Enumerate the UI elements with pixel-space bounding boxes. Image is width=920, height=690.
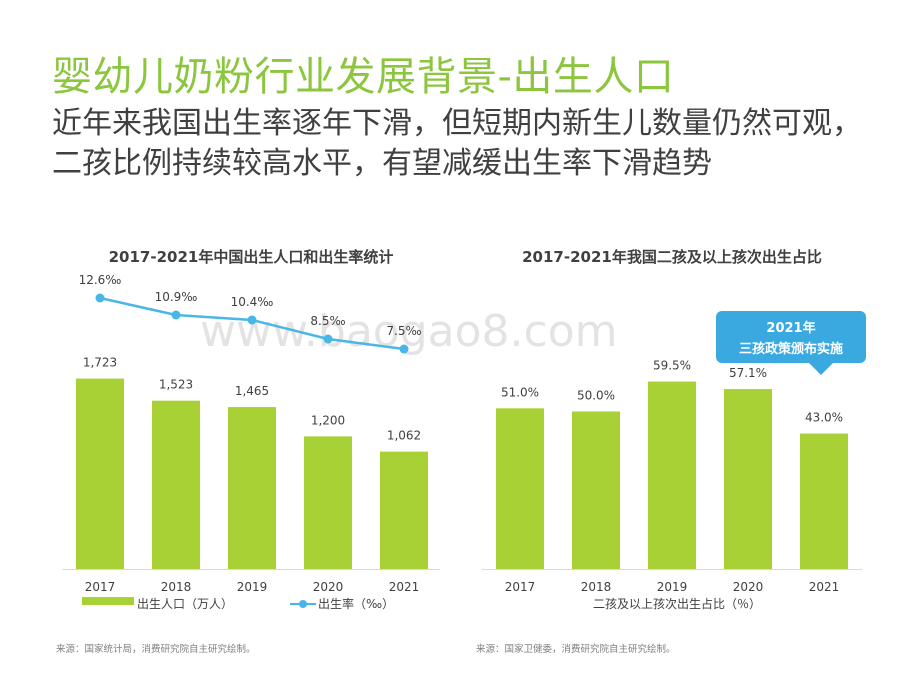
chart1-year-tick: 2020	[313, 580, 344, 594]
chart2-year-tick: 2017	[505, 580, 536, 594]
second-child-share-bar	[648, 381, 696, 569]
chart2-title: 2017-2021年我国二孩及以上孩次出生占比	[522, 248, 822, 266]
chart1-source: 来源：国家统计局，消费研究院自主研究绘制。	[56, 643, 256, 655]
chart-second-child-share: 2017-2021年我国二孩及以上孩次出生占比 51.0% 50.0% 59.5% 5…	[476, 248, 866, 655]
birth-rate-point	[399, 344, 409, 354]
second-child-share-label: 59.5%	[653, 359, 691, 373]
legend-line-label: 出生率（‰）	[318, 596, 394, 611]
chart2-year-tick: 2018	[581, 580, 612, 594]
second-child-share-label: 57.1%	[729, 366, 767, 380]
birth-population-label: 1,062	[387, 429, 421, 443]
page-subtitle-line-2: 二孩比例持续较高水平，有望减缓出生率下滑趋势	[52, 146, 712, 181]
callout-line-2: 三孩政策颁布实施	[739, 341, 843, 357]
birth-population-bar	[152, 400, 200, 569]
callout-pointer	[808, 362, 834, 375]
legend-bar-swatch	[82, 597, 134, 605]
birth-population-bar	[380, 451, 428, 569]
birth-population-bar	[228, 407, 276, 569]
second-child-share-bar	[724, 389, 772, 569]
birth-population-label: 1,465	[235, 384, 269, 398]
legend-line-marker	[299, 600, 307, 608]
birth-rate-label: 7.5‰	[386, 324, 421, 338]
birth-rate-label: 12.6‰	[79, 273, 122, 287]
second-child-share-label: 50.0%	[577, 388, 615, 402]
second-child-share-bar	[800, 433, 848, 569]
birth-rate-label: 10.4‰	[231, 295, 274, 309]
chart2-year-tick: 2019	[657, 580, 688, 594]
chart1-legend: 出生人口（万人） 出生率（‰）	[82, 596, 394, 611]
second-child-share-bar	[496, 408, 544, 569]
birth-population-label: 1,723	[83, 356, 117, 370]
chart2-year-tick: 2021	[809, 580, 840, 594]
chart1-title: 2017-2021年中国出生人口和出生率统计	[109, 248, 394, 266]
birth-population-label: 1,200	[311, 413, 345, 427]
birth-population-label: 1,523	[159, 378, 193, 392]
watermark: www.baogao8.com	[200, 306, 617, 357]
birth-rate-label: 8.5‰	[310, 314, 345, 328]
birth-rate-point	[323, 334, 333, 344]
chart2-source: 来源：国家卫健委，消费研究院自主研究绘制。	[476, 643, 676, 655]
birth-population-bar	[76, 378, 124, 569]
birth-rate-point	[247, 315, 257, 325]
birth-population-bar	[304, 436, 352, 569]
page-subtitle-line-1: 近年来我国出生率逐年下滑，但短期内新生儿数量仍然可观，	[52, 106, 862, 141]
chart2-year-tick: 2020	[733, 580, 764, 594]
birth-rate-point	[171, 310, 181, 320]
second-child-share-bar	[572, 411, 620, 569]
callout-line-1: 2021年	[766, 320, 815, 336]
legend-bar-label: 出生人口（万人）	[137, 597, 233, 611]
chart-birth-population: 2017-2021年中国出生人口和出生率统计 1,723 1,523 1,465 1,…	[56, 248, 440, 655]
chart1-year-tick: 2018	[161, 580, 192, 594]
birth-rate-point	[95, 293, 105, 303]
birth-rate-label: 10.9‰	[155, 290, 198, 304]
policy-callout: 2021年 三孩政策颁布实施	[716, 311, 866, 375]
chart1-year-tick: 2019	[237, 580, 268, 594]
chart1-year-tick: 2021	[389, 580, 420, 594]
second-child-share-label: 51.0%	[501, 385, 539, 399]
page-title: 婴幼儿奶粉行业发展背景-出生人口	[52, 54, 675, 100]
chart1-year-tick: 2017	[85, 580, 116, 594]
chart2-legend-label: 二孩及以上孩次出生占比（％）	[593, 596, 761, 611]
callout-box	[716, 311, 866, 363]
second-child-share-label: 43.0%	[805, 411, 843, 425]
